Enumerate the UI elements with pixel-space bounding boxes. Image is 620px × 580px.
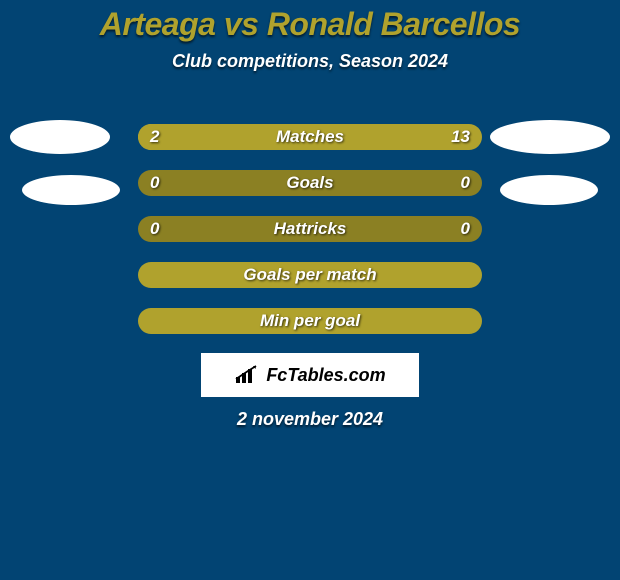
- comparison-card: Arteaga vs Ronald Barcellos Club competi…: [0, 0, 620, 580]
- page-title: Arteaga vs Ronald Barcellos: [0, 0, 620, 43]
- brand-label: FcTables.com: [234, 365, 385, 386]
- player-left-avatar: [10, 120, 110, 154]
- stat-row: Matches2 13: [138, 124, 482, 150]
- stat-left-value: 2: [150, 124, 159, 150]
- stat-row: Goals0 0: [138, 170, 482, 196]
- stat-row: Min per goal: [138, 308, 482, 334]
- player-right-avatar-2: [500, 175, 598, 205]
- subtitle: Club competitions, Season 2024: [0, 51, 620, 72]
- chart-icon: [234, 365, 262, 385]
- stat-row: Goals per match: [138, 262, 482, 288]
- stat-label: Goals per match: [138, 262, 482, 288]
- stat-row: Hattricks0 0: [138, 216, 482, 242]
- date-label: 2 november 2024: [0, 409, 620, 430]
- player-left-avatar-2: [22, 175, 120, 205]
- stat-left-value: 0: [150, 170, 159, 196]
- stat-right-value: 0: [461, 216, 470, 242]
- stat-label: Goals: [138, 170, 482, 196]
- stat-label: Hattricks: [138, 216, 482, 242]
- stat-right-value: 13: [451, 124, 470, 150]
- player-right-avatar: [490, 120, 610, 154]
- stat-label: Min per goal: [138, 308, 482, 334]
- stat-left-value: 0: [150, 216, 159, 242]
- brand-text: FcTables.com: [266, 365, 385, 386]
- stat-label: Matches: [138, 124, 482, 150]
- brand-badge[interactable]: FcTables.com: [201, 353, 419, 397]
- stat-right-value: 0: [461, 170, 470, 196]
